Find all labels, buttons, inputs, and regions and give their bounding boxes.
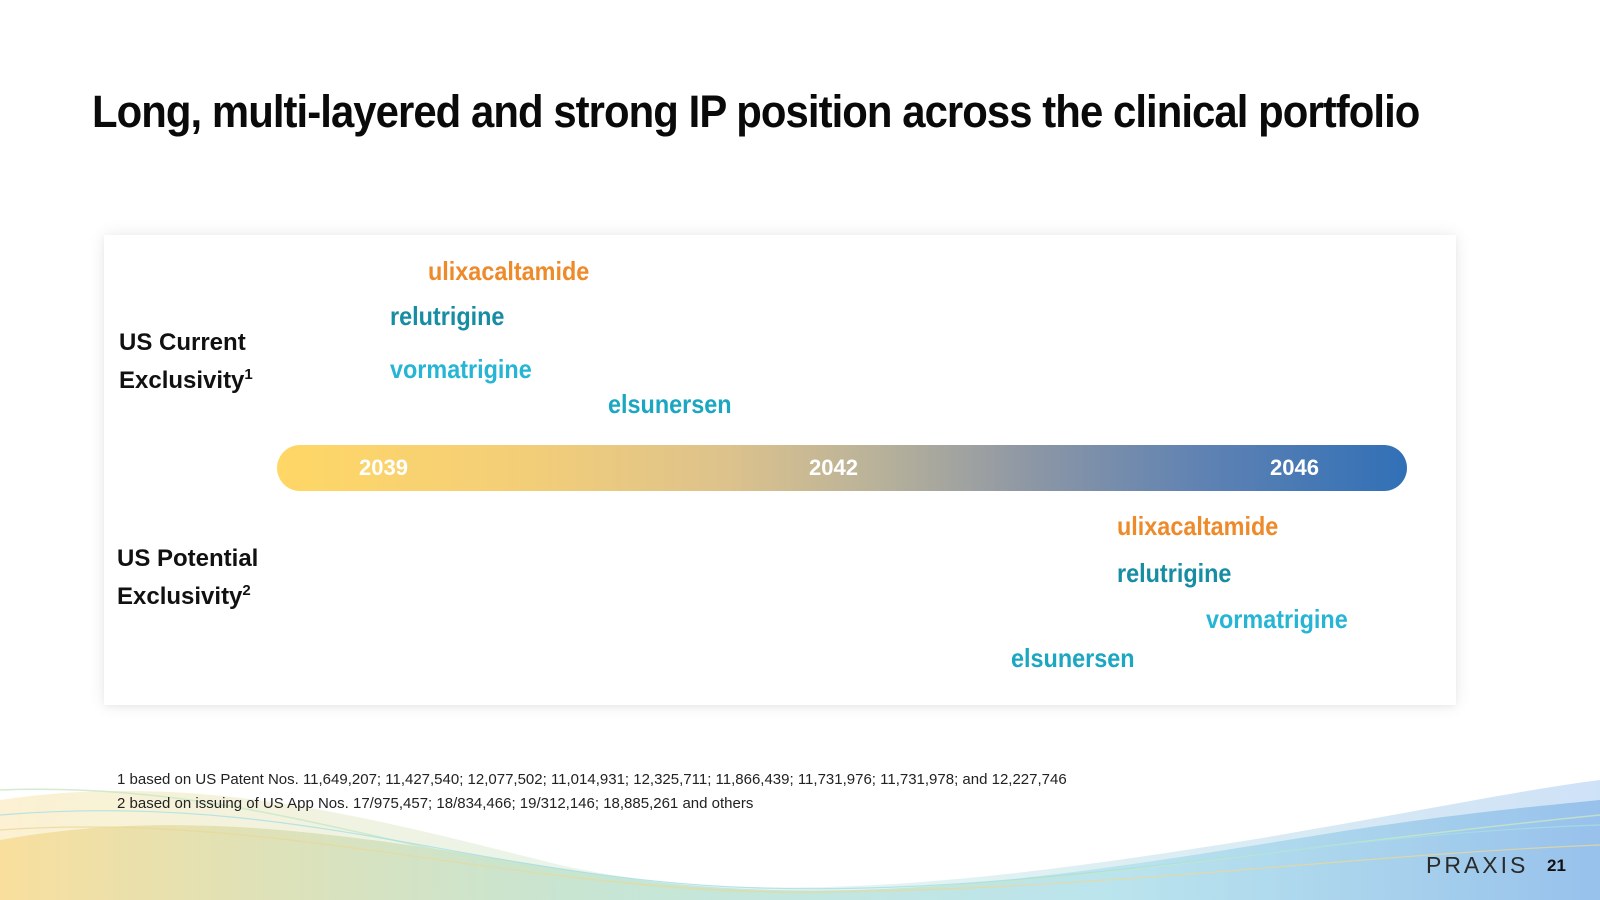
drug-potential-vormatrigine: vormatrigine: [1206, 604, 1348, 634]
drug-current-relutrigine: relutrigine: [390, 301, 505, 331]
drug-potential-elsunersen: elsunersen: [1011, 643, 1135, 673]
drug-current-vormatrigine: vormatrigine: [390, 354, 532, 384]
praxis-logo: PRAXIS: [1426, 852, 1529, 878]
footnote-2: 2 based on issuing of US App Nos. 17/975…: [117, 795, 754, 812]
row-label-potential-line1: US Potential: [117, 545, 259, 572]
drug-current-ulixacaltamide: ulixacaltamide: [428, 256, 590, 286]
drug-potential-relutrigine: relutrigine: [1117, 558, 1232, 588]
year-timeline-bar: 2039 2042 2046: [277, 445, 1407, 491]
row-label-current: US Current Exclusivity1: [119, 327, 253, 397]
footnote-1: 1 based on US Patent Nos. 11,649,207; 11…: [117, 771, 1067, 788]
year-label-2042: 2042: [809, 455, 858, 480]
footnote-ref-1: 1: [244, 366, 253, 383]
drug-potential-ulixacaltamide: ulixacaltamide: [1117, 511, 1279, 541]
decorative-waves: [0, 780, 1600, 900]
row-label-current-line2: Exclusivity: [119, 367, 245, 394]
row-label-current-line1: US Current: [119, 329, 246, 356]
year-label-2046: 2046: [1270, 455, 1319, 480]
footnote-ref-2: 2: [242, 582, 251, 599]
slide-title: Long, multi-layered and strong IP positi…: [92, 86, 1420, 137]
drug-current-elsunersen: elsunersen: [608, 389, 732, 419]
page-number: 21: [1547, 856, 1566, 875]
row-label-potential-line2: Exclusivity: [117, 583, 243, 610]
year-label-2039: 2039: [359, 455, 408, 480]
row-label-potential: US Potential Exclusivity2: [117, 543, 258, 613]
